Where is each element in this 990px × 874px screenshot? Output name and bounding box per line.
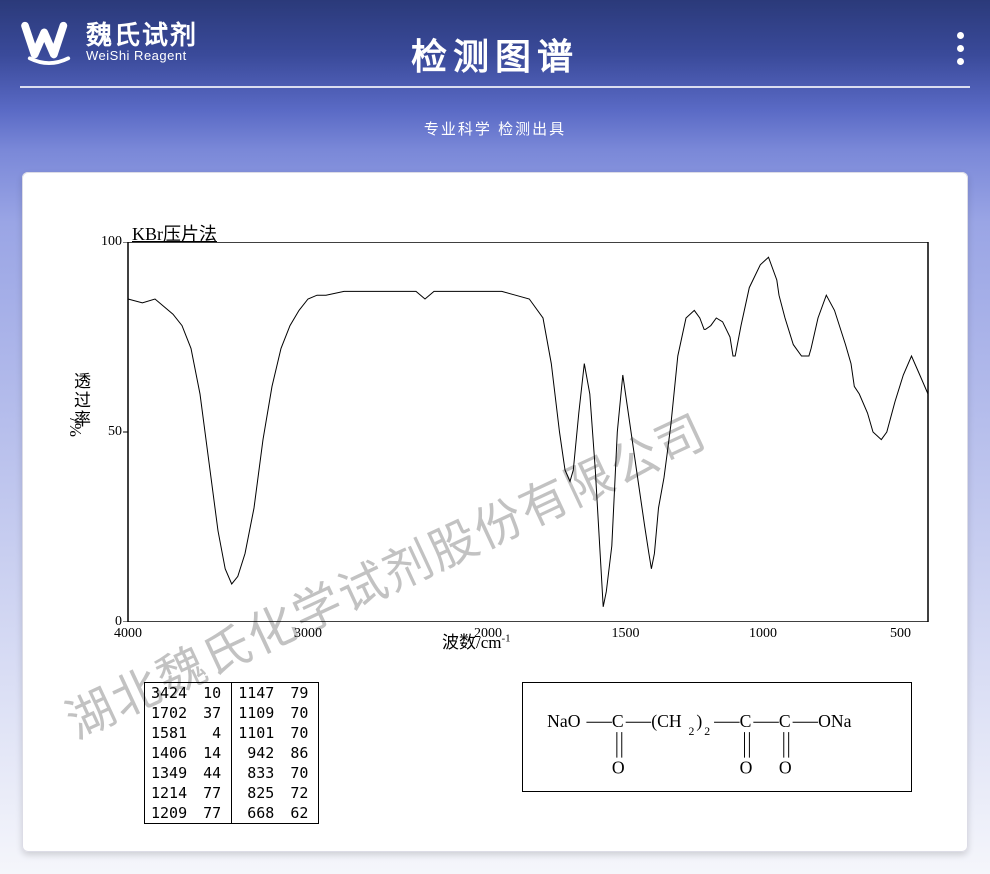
svg-text:): ) (696, 711, 702, 731)
table-row: 12147782572 (145, 783, 318, 803)
svg-text:O: O (779, 757, 792, 777)
x-axis-label: 波数/cm-1 (442, 628, 511, 653)
y-tick: 50 (82, 424, 122, 440)
svg-text:C: C (612, 711, 624, 731)
chemical-structure: NaO C (CH 2 ) 2 C C ONa (522, 682, 912, 792)
chart-svg (100, 242, 930, 622)
svg-text:(CH: (CH (651, 711, 682, 731)
more-icon[interactable] (957, 32, 964, 65)
table-row: 170237110970 (145, 703, 318, 723)
table-row: 13494483370 (145, 763, 318, 783)
svg-text:NaO: NaO (547, 711, 581, 731)
x-tick: 1500 (602, 626, 650, 642)
spectrum-card: 湖北魏氏化学试剂股份有限公司 KBr压片法 透过率 %/ 050100 4000… (22, 172, 968, 852)
y-tick: 100 (82, 234, 122, 250)
svg-text:2: 2 (689, 725, 695, 738)
peak-table: 3424101147791702371109701581411017014061… (144, 682, 319, 824)
svg-text:2: 2 (704, 725, 710, 738)
card-container: 湖北魏氏化学试剂股份有限公司 KBr压片法 透过率 %/ 050100 4000… (0, 150, 990, 874)
table-row: 342410114779 (145, 683, 318, 703)
divider (20, 86, 970, 88)
svg-text:ONa: ONa (818, 711, 852, 731)
table-row: 12097766862 (145, 803, 318, 823)
x-tick: 3000 (284, 626, 332, 642)
svg-text:C: C (779, 711, 791, 731)
table-row: 14061494286 (145, 743, 318, 763)
page-title: 检测图谱 (0, 28, 990, 80)
svg-text:O: O (740, 757, 753, 777)
svg-text:C: C (740, 711, 752, 731)
x-tick: 500 (877, 626, 925, 642)
table-row: 15814110170 (145, 723, 318, 743)
svg-text:O: O (612, 757, 625, 777)
header: 魏氏试剂 WeiShi Reagent 检测图谱 (0, 0, 990, 110)
x-tick: 4000 (104, 626, 152, 642)
x-tick: 1000 (739, 626, 787, 642)
ir-spectrum-chart (100, 242, 930, 622)
subtitle: 专业科学 检测出具 (0, 110, 990, 150)
